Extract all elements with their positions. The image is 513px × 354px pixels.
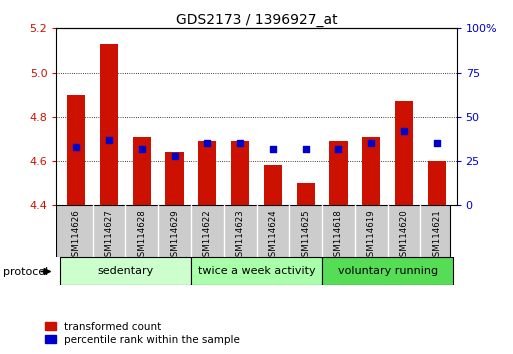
Bar [329, 141, 347, 205]
Bar [264, 166, 282, 205]
Text: GSM114622: GSM114622 [203, 210, 212, 262]
Point [203, 141, 211, 146]
Text: GSM114620: GSM114620 [400, 210, 408, 262]
Bar [395, 101, 413, 205]
Point [72, 144, 80, 150]
Bar [133, 137, 151, 205]
Text: GSM114623: GSM114623 [235, 210, 245, 262]
Bar [297, 183, 314, 205]
Text: GSM114628: GSM114628 [137, 210, 146, 262]
Text: GSM114626: GSM114626 [72, 210, 81, 262]
Text: GSM114627: GSM114627 [105, 210, 113, 262]
Text: GSM114621: GSM114621 [432, 210, 441, 262]
Bar [166, 152, 184, 205]
Text: voluntary running: voluntary running [338, 266, 438, 276]
Point [105, 137, 113, 143]
Text: twice a week activity: twice a week activity [198, 266, 315, 276]
Text: GSM114625: GSM114625 [301, 210, 310, 262]
Bar [60, 257, 191, 285]
Text: sedentary: sedentary [97, 266, 153, 276]
Bar [322, 257, 453, 285]
Bar [199, 141, 216, 205]
Bar [191, 257, 322, 285]
Title: GDS2173 / 1396927_at: GDS2173 / 1396927_at [175, 13, 338, 27]
Bar [428, 161, 446, 205]
Point [302, 146, 310, 152]
Point [367, 141, 376, 146]
Text: GSM114619: GSM114619 [367, 210, 376, 262]
Bar [100, 44, 118, 205]
Bar [67, 95, 85, 205]
Bar [231, 141, 249, 205]
Point [334, 146, 343, 152]
Text: GSM114629: GSM114629 [170, 210, 179, 262]
Text: protocol: protocol [3, 267, 48, 276]
Point [269, 146, 277, 152]
Point [433, 141, 441, 146]
Point [170, 153, 179, 159]
Point [400, 128, 408, 134]
Legend: transformed count, percentile rank within the sample: transformed count, percentile rank withi… [41, 317, 244, 349]
Point [236, 141, 244, 146]
Bar [362, 137, 380, 205]
Text: GSM114624: GSM114624 [268, 210, 278, 262]
Text: GSM114618: GSM114618 [334, 210, 343, 262]
Point [137, 146, 146, 152]
